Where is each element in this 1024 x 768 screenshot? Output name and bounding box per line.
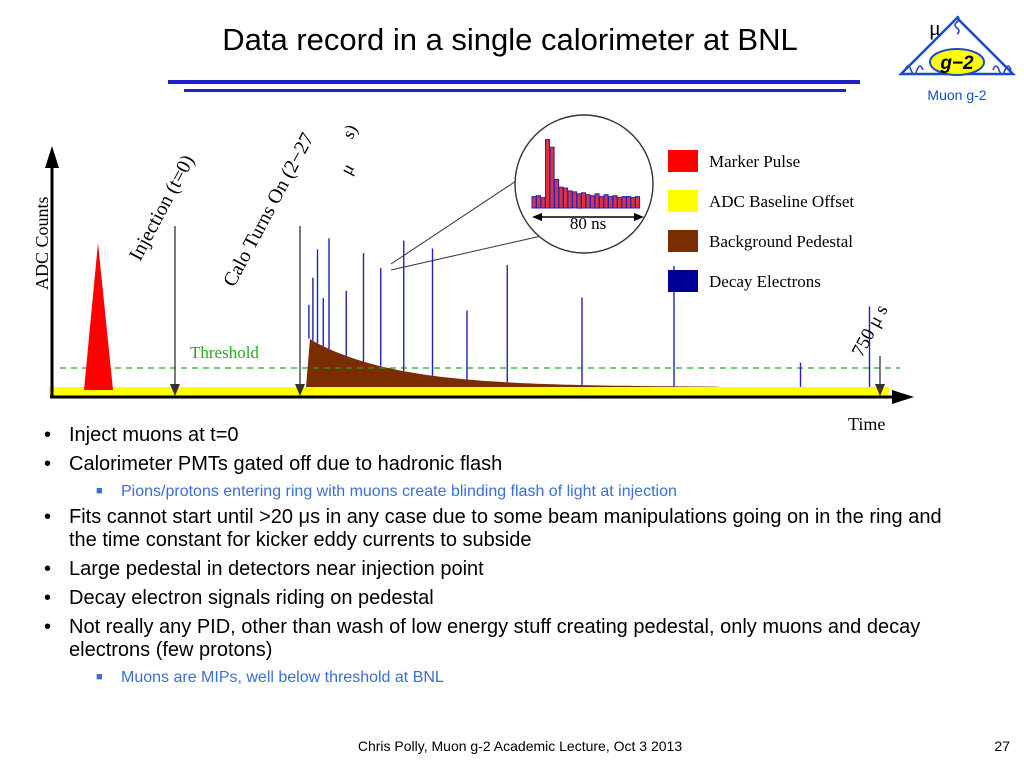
legend-swatch-decay-electrons: [668, 270, 698, 292]
inset-bar: [608, 196, 614, 209]
end-label: 750 μ s: [848, 301, 893, 360]
end-arrowhead-icon: [875, 384, 885, 396]
bullet-text: Decay electron signals riding on pedesta…: [69, 587, 434, 609]
bullet-dot-icon: •: [44, 506, 52, 528]
inset-arrow-left-icon: [532, 213, 542, 221]
calorimeter-record-diagram: Threshold Injection (t=0) Calo Turns On …: [32, 114, 914, 430]
title-rule-top: [168, 80, 860, 84]
sub-bullet-square-icon: ■: [96, 671, 103, 683]
bullet-text: Fits cannot start until >20 μs in any ca…: [69, 506, 942, 551]
logo-wave-left-icon: [904, 65, 924, 75]
bullet-dot-icon: •: [44, 587, 52, 609]
muon-g2-logo: μ g−2 Muon g-2: [897, 15, 1017, 103]
inset-bar: [630, 197, 636, 209]
inset-bar: [599, 196, 605, 209]
inset-bar: [590, 195, 596, 209]
marker-pulse: [84, 243, 113, 390]
inset-bar: [635, 196, 641, 209]
inset-bar: [581, 192, 587, 209]
calo-on-unit: μ: [336, 160, 358, 178]
inset-bar: [594, 193, 600, 209]
inset-bar: [603, 194, 609, 209]
logo-mu: μ: [929, 15, 941, 40]
bullet-dot-icon: •: [44, 558, 52, 580]
zoom-line-bottom: [390, 233, 551, 271]
calo-on-label-text: Calo Turns On (2−27: [219, 129, 319, 290]
legend-swatch-pedestal: [668, 230, 698, 252]
inset-bar: [545, 139, 551, 209]
inset-bar: [617, 197, 623, 209]
inset-bar: [621, 196, 627, 209]
title-rule-bottom: [184, 89, 846, 92]
x-axis-label: Time: [848, 414, 885, 430]
bullet-text: Calorimeter PMTs gated off due to hadron…: [69, 453, 503, 475]
legend: Marker Pulse ADC Baseline Offset Backgro…: [668, 150, 854, 292]
logo-badge: [929, 48, 985, 76]
inset-bar: [558, 186, 564, 209]
inset-bar: [549, 146, 555, 209]
slide-footer: Chris Polly, Muon g-2 Academic Lecture, …: [357, 738, 683, 754]
legend-label-baseline: ADC Baseline Offset: [709, 192, 854, 211]
inset-bar: [576, 193, 582, 209]
inset-bar: [567, 190, 573, 209]
decay-electron-pulses: [308, 238, 871, 387]
inset-bar: [563, 187, 569, 209]
calo-on-paren: s): [338, 121, 363, 142]
sub-bullet-text: Pions/protons entering ring with muons c…: [121, 483, 677, 500]
bullet-list: • Inject muons at t=0 • Calorimeter PMTs g…: [44, 424, 974, 692]
logo-wave-right-icon: [992, 65, 1012, 75]
injection-label: Injection (t=0): [125, 151, 199, 264]
inset-bar: [536, 195, 542, 209]
logo-photon-icon: [954, 15, 960, 35]
bullet-item: • Inject muons at t=0: [44, 424, 974, 447]
calo-on-label: Calo Turns On (2−27: [219, 129, 319, 290]
background-pedestal: [306, 339, 720, 387]
logo-caption: Muon g-2: [927, 87, 986, 103]
inset-bar: [554, 179, 560, 209]
injection-arrowhead-icon: [170, 384, 180, 396]
bullet-text: Not really any PID, other than wash of l…: [69, 616, 921, 661]
legend-label-pedestal: Background Pedestal: [709, 232, 853, 251]
legend-swatch-baseline: [668, 190, 698, 212]
legend-label-decay-electrons: Decay Electrons: [709, 272, 821, 291]
page-number: 27: [994, 738, 1010, 754]
adc-baseline: [49, 387, 889, 397]
inset-bar: [531, 196, 537, 209]
bullet-text: Inject muons at t=0: [69, 424, 239, 446]
legend-swatch-marker-pulse: [668, 150, 698, 172]
slide-title: Data record in a single calorimeter at B…: [222, 22, 798, 57]
bullet-item: • Not really any PID, other than wash of …: [44, 616, 974, 662]
zoom-inset-histogram: [531, 139, 641, 209]
bullet-dot-icon: •: [44, 424, 52, 446]
y-axis-label: ADC Counts: [32, 196, 52, 290]
zoom-line-top: [390, 174, 526, 265]
legend-label-marker-pulse: Marker Pulse: [709, 152, 800, 171]
logo-badge-text: g−2: [939, 53, 974, 74]
inset-bar: [540, 197, 546, 209]
bullet-item: • Fits cannot start until >20 μs in any c…: [44, 506, 974, 552]
bullet-item: • Large pedestal in detectors near inject…: [44, 558, 974, 581]
x-axis-arrowhead-icon: [892, 390, 914, 404]
inset-label: 80 ns: [570, 214, 606, 233]
threshold-label: Threshold: [190, 343, 259, 362]
sub-bullet-square-icon: ■: [96, 485, 103, 497]
inset-arrow-right-icon: [634, 213, 644, 221]
y-axis-arrowhead-icon: [45, 146, 59, 168]
sub-bullet-item: ■ Muons are MIPs, well below threshold at…: [44, 668, 974, 687]
calo-on-arrowhead-icon: [295, 384, 305, 396]
bullet-text: Large pedestal in detectors near injecti…: [69, 558, 484, 580]
bullet-item: • Decay electron signals riding on pedest…: [44, 587, 974, 610]
bullet-dot-icon: •: [44, 453, 52, 475]
inset-bar: [585, 194, 591, 209]
inset-bar: [626, 196, 632, 209]
inset-bar: [572, 191, 578, 209]
inset-bar: [612, 195, 618, 209]
sub-bullet-text: Muons are MIPs, well below threshold at …: [121, 669, 444, 686]
bullet-item: • Calorimeter PMTs gated off due to hadro…: [44, 453, 974, 476]
bullet-dot-icon: •: [44, 616, 52, 638]
sub-bullet-item: ■ Pions/protons entering ring with muons …: [44, 482, 974, 501]
